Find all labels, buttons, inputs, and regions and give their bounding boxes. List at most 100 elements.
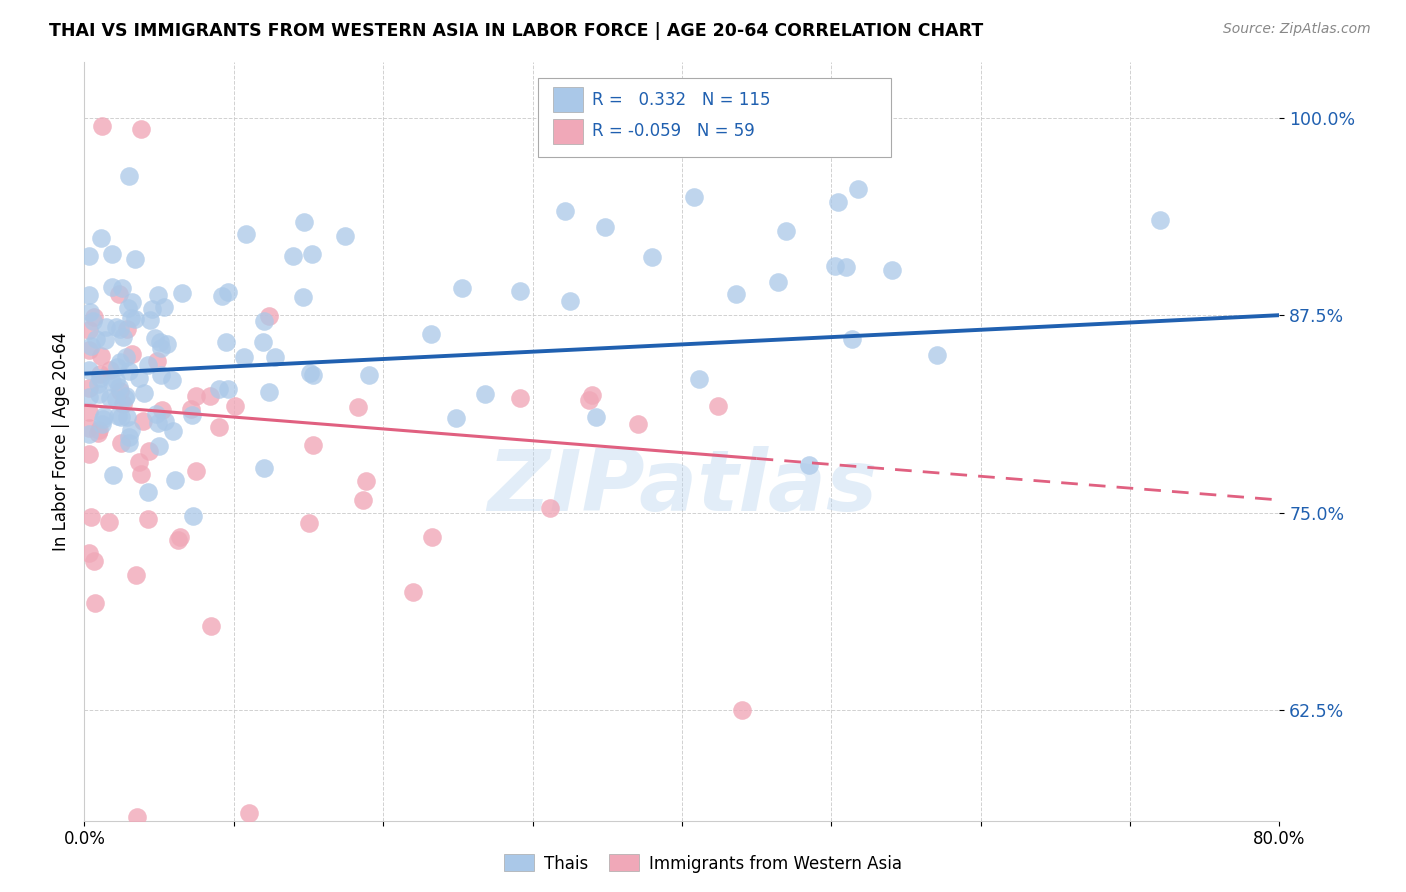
Point (169, 530, 191, 544)
Point (138, 484, 160, 499)
Point (98, 362, 121, 376)
Point (846, 181, 869, 195)
Point (146, 288, 169, 302)
Point (775, 224, 797, 238)
Legend: Thais, Immigrants from Western Asia: Thais, Immigrants from Western Asia (498, 847, 908, 880)
Point (835, 260, 858, 275)
Point (118, 364, 141, 378)
Point (89, 368, 111, 382)
Point (509, 391, 531, 405)
Point (136, 511, 159, 525)
Y-axis label: In Labor Force | Age 20-64: In Labor Force | Age 20-64 (52, 332, 70, 551)
Point (335, 228, 357, 243)
Point (82, 313, 104, 327)
Point (554, 204, 576, 219)
Point (108, 384, 131, 399)
Point (252, 334, 274, 349)
Point (94, 320, 117, 334)
Point (354, 474, 377, 488)
Point (77, 405, 100, 419)
Point (880, 263, 903, 277)
Point (170, 285, 193, 300)
Point (253, 461, 276, 475)
Point (138, 359, 160, 373)
Point (111, 397, 134, 411)
Point (100, 247, 122, 261)
Point (145, 331, 167, 345)
Point (162, 424, 184, 438)
Point (224, 399, 246, 413)
Point (111, 281, 134, 295)
Point (827, 194, 849, 209)
Point (724, 287, 747, 301)
Point (1149, 213, 1171, 227)
Point (235, 227, 257, 241)
Point (108, 286, 131, 301)
Point (160, 373, 183, 387)
Point (87, 387, 110, 401)
Point (347, 401, 370, 415)
Point (257, 384, 280, 399)
Point (626, 417, 648, 431)
Point (80, 509, 103, 524)
FancyBboxPatch shape (553, 87, 582, 112)
Point (105, 360, 128, 375)
Point (90, 349, 112, 363)
Point (112, 330, 135, 344)
Point (87, 377, 110, 392)
Point (294, 215, 316, 229)
Point (110, 355, 132, 369)
Point (181, 508, 204, 523)
Point (89, 371, 111, 385)
Point (101, 280, 124, 294)
Point (114, 389, 136, 403)
Point (153, 414, 176, 428)
Point (105, 374, 128, 388)
Point (77, 546, 100, 560)
Point (83, 310, 105, 324)
Point (117, 169, 139, 184)
Point (93, 334, 115, 348)
Point (211, 288, 233, 302)
Point (77, 427, 100, 442)
Point (91, 119, 114, 133)
Point (581, 387, 603, 401)
Point (301, 247, 323, 261)
Point (797, 458, 820, 472)
Point (141, 302, 163, 317)
Point (138, 444, 160, 458)
Point (121, 347, 143, 361)
Point (132, 415, 155, 429)
Point (444, 411, 467, 425)
Point (79, 305, 101, 319)
Point (124, 312, 146, 326)
Point (150, 368, 173, 382)
Point (77, 446, 100, 460)
Point (731, 703, 754, 717)
Point (217, 382, 239, 396)
Point (115, 322, 138, 336)
Point (353, 493, 375, 508)
Point (688, 372, 710, 386)
Point (129, 121, 152, 136)
Point (451, 281, 474, 295)
Point (117, 435, 139, 450)
Point (263, 351, 285, 365)
Point (91, 417, 114, 431)
Point (208, 419, 231, 434)
Point (766, 275, 789, 289)
FancyBboxPatch shape (553, 119, 582, 144)
Point (80, 338, 103, 352)
Point (259, 309, 281, 323)
Point (156, 337, 179, 351)
Point (474, 386, 496, 401)
Point (184, 389, 207, 403)
Point (824, 259, 846, 273)
Point (90, 231, 112, 245)
Point (298, 516, 321, 530)
Point (120, 310, 142, 325)
Point (238, 805, 260, 820)
Point (107, 409, 129, 423)
Point (509, 285, 531, 299)
Point (217, 285, 239, 299)
